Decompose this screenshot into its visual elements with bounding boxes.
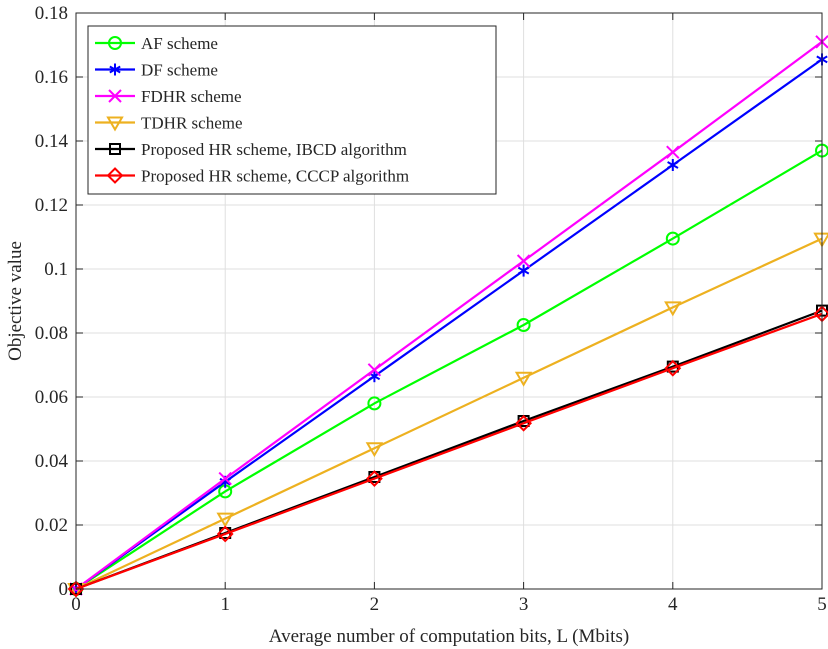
y-tick-label: 0 <box>59 579 69 600</box>
data-point <box>517 264 530 277</box>
y-tick-label: 0.06 <box>35 387 68 408</box>
data-point <box>365 442 384 458</box>
y-tick-label: 0.14 <box>35 131 69 152</box>
data-point <box>516 318 531 332</box>
data-point <box>515 414 533 432</box>
x-axis-label: Average number of computation bits, L (M… <box>269 626 629 647</box>
y-tick-label: 0.08 <box>35 323 68 344</box>
x-tick-label: 0 <box>71 594 81 615</box>
legend-marker <box>108 89 122 103</box>
data-point <box>516 254 531 268</box>
legend-label: Proposed HR scheme, CCCP algorithm <box>141 167 409 186</box>
y-tick-label: 0.16 <box>35 67 68 88</box>
data-point <box>514 371 533 387</box>
x-tick-label: 5 <box>817 594 827 615</box>
legend-item: Proposed HR scheme, IBCD algorithm <box>95 140 407 159</box>
axes-box <box>75 12 823 590</box>
data-point <box>367 363 382 377</box>
series-line <box>75 149 823 590</box>
legend: AF scheme DF scheme FDHR scheme TDHR scheme… <box>87 25 497 195</box>
x-tick-labels: 0 1 2 3 4 5 <box>71 594 827 615</box>
data-point <box>216 525 234 543</box>
legend-box <box>87 25 497 195</box>
legend-label: DF scheme <box>141 61 218 80</box>
legend-item: DF scheme <box>95 61 218 80</box>
y-tick-labels: 0 0.02 0.04 0.06 0.08 0.1 0.12 0.14 0.16 0.18 <box>35 3 69 600</box>
legend-label: FDHR scheme <box>141 87 242 106</box>
y-tick-label: 0.02 <box>35 515 68 536</box>
legend-label: TDHR scheme <box>141 114 243 133</box>
legend-marker <box>108 36 122 50</box>
series-line <box>75 40 823 590</box>
data-point <box>665 231 680 246</box>
y-tick-label: 0.04 <box>35 451 69 472</box>
series-line <box>75 312 823 591</box>
legend-marker <box>109 63 121 76</box>
data-point <box>365 470 383 488</box>
series-line <box>75 58 823 590</box>
legend-marker <box>106 116 124 132</box>
legend-item: TDHR scheme <box>95 114 243 133</box>
series-line <box>75 237 823 590</box>
data-point <box>216 512 234 528</box>
legend-label: AF scheme <box>141 34 218 53</box>
x-tick-label: 2 <box>370 594 380 615</box>
y-tick-label: 0.12 <box>35 195 68 216</box>
data-point <box>67 580 85 598</box>
x-tick-label: 3 <box>519 594 529 615</box>
data-point <box>664 359 682 377</box>
data-point <box>667 159 679 171</box>
legend-marker <box>109 143 121 155</box>
legend-item: AF scheme <box>95 34 218 53</box>
x-tick-label: 4 <box>668 594 678 615</box>
y-axis-label: Objective value <box>5 241 26 361</box>
legend-label: Proposed HR scheme, IBCD algorithm <box>141 140 407 159</box>
data-point <box>664 301 682 317</box>
y-tick-label: 0.18 <box>35 3 68 24</box>
data-point <box>367 396 382 411</box>
x-tick-label: 1 <box>220 594 230 615</box>
y-tick-label: 0.1 <box>44 259 68 280</box>
data-point <box>666 145 680 159</box>
legend-marker <box>106 167 124 184</box>
tick-marks <box>75 12 823 590</box>
data-point <box>218 471 232 486</box>
legend-item: FDHR scheme <box>95 87 242 106</box>
legend-item: Proposed HR scheme, CCCP algorithm <box>95 167 409 186</box>
